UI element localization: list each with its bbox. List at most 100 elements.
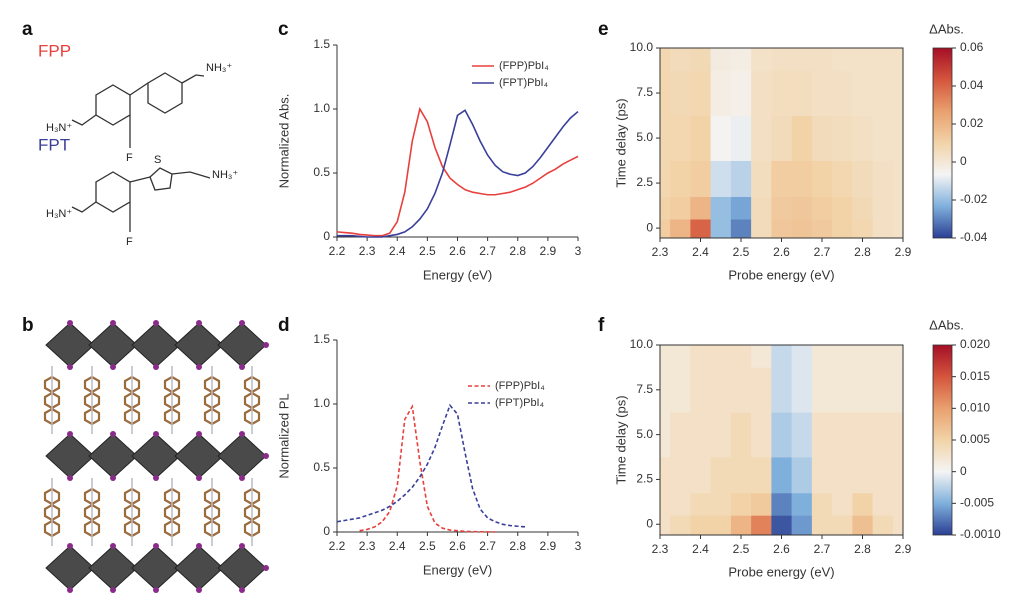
heatmap-cell <box>660 115 671 161</box>
y-axis-label: Time delay (ps) <box>613 98 628 187</box>
heatmap-cell <box>710 457 732 494</box>
panel-label: c <box>278 19 289 40</box>
x-tick-label: 3 <box>575 539 582 553</box>
heatmap-cell <box>832 196 853 220</box>
data-line <box>336 403 526 528</box>
x-tick-label: 2.5 <box>733 542 750 556</box>
iodide <box>263 342 269 348</box>
octahedron <box>88 322 138 368</box>
octahedron <box>45 322 95 368</box>
iodide <box>153 475 159 481</box>
iodide <box>239 320 245 326</box>
heatmap-cell <box>771 115 793 161</box>
iodide <box>67 587 73 593</box>
heatmap-cell <box>832 345 853 368</box>
colorbar-tick-label: 0.005 <box>960 432 990 446</box>
heatmap-cell <box>832 492 853 516</box>
heatmap-cell <box>730 160 752 197</box>
x-tick-label: 2.7 <box>814 542 831 556</box>
heatmap-cell <box>892 492 904 516</box>
x-tick-label: 2.9 <box>540 244 557 258</box>
heatmap-cell <box>771 367 793 413</box>
legend-label: (FPP)PbI₄ <box>495 380 545 392</box>
y-tick-label: 0 <box>323 229 330 243</box>
x-tick-label: 2.6 <box>449 539 466 553</box>
heatmap-cell <box>872 345 894 368</box>
heatmap-cell <box>811 345 833 368</box>
heatmap-cell <box>832 367 853 413</box>
heatmap-cell <box>872 48 894 71</box>
atom-label: NH₃⁺ <box>206 62 232 74</box>
octahedron <box>88 545 138 591</box>
heatmap-cell <box>730 115 752 161</box>
y-tick-label: 0.5 <box>313 460 330 474</box>
heatmap-cell <box>852 48 874 71</box>
y-tick-label: 2.5 <box>636 175 653 189</box>
heatmap-cell <box>872 219 894 239</box>
heatmap-cell <box>852 115 874 161</box>
iodide <box>153 543 159 549</box>
iodide <box>153 587 159 593</box>
y-tick-label: 10.0 <box>630 40 654 54</box>
heatmap-cell <box>660 70 671 116</box>
heatmap-cell <box>690 219 712 239</box>
x-tick-label: 2.7 <box>479 244 496 258</box>
heatmap-cell <box>751 48 772 71</box>
heatmap-cell <box>710 367 732 413</box>
heatmap-cell <box>751 412 772 458</box>
x-tick-label: 2.5 <box>419 244 436 258</box>
heatmap-cell <box>710 196 732 220</box>
heatmap-cell <box>791 345 813 368</box>
heatmap-cell <box>771 412 793 458</box>
y-tick-label: 2.5 <box>636 472 653 486</box>
colorbar-tick-label: -0.04 <box>960 230 988 244</box>
iodide <box>263 453 269 459</box>
heatmap-cell <box>832 48 853 71</box>
heatmap-cell <box>791 515 813 536</box>
heatmap-cell <box>710 115 732 161</box>
heatmap-cell <box>771 345 793 368</box>
heatmap-cell <box>751 367 772 413</box>
y-tick-label: 0.5 <box>313 165 330 179</box>
colorbar-tick-label: 0 <box>960 464 967 478</box>
iodide <box>239 543 245 549</box>
heatmap-cell <box>660 492 671 516</box>
x-tick-label: 2.5 <box>733 245 750 259</box>
heatmap-cell <box>751 345 772 368</box>
heatmap-cell <box>872 70 894 116</box>
x-tick-label: 2.9 <box>895 542 912 556</box>
x-tick-label: 2.3 <box>359 539 376 553</box>
y-tick-label: 1.0 <box>313 101 330 115</box>
iodide <box>263 565 269 571</box>
y-axis-label: Normalized PL <box>276 393 291 478</box>
molecule-name: FPP <box>38 41 71 60</box>
heatmap-cell <box>730 219 752 239</box>
data-line <box>336 106 579 237</box>
heatmap-cell <box>690 457 712 494</box>
heatmap-cell <box>892 412 904 458</box>
colorbar-tick-label: 0.020 <box>960 337 990 351</box>
heatmap-cell <box>690 345 712 368</box>
heatmap-cell <box>872 160 894 197</box>
iodide <box>67 475 73 481</box>
heatmap-cell <box>811 457 833 494</box>
x-tick-label: 2.8 <box>509 244 526 258</box>
heatmap-cell <box>852 412 874 458</box>
heatmap-cell <box>791 492 813 516</box>
heatmap-cell <box>660 196 671 220</box>
heatmap-cell <box>730 412 752 458</box>
x-tick-label: 3 <box>575 244 582 258</box>
colorbar-tick-label: -0.0010 <box>960 527 1001 541</box>
heatmap-cell <box>670 115 691 161</box>
x-tick-label: 2.4 <box>692 245 709 259</box>
heatmap-cell <box>791 70 813 116</box>
iodide <box>110 587 116 593</box>
heatmap-cell <box>892 345 904 368</box>
x-axis-label: Energy (eV) <box>423 562 492 577</box>
y-tick-label: 7.5 <box>636 85 653 99</box>
colorbar-tick-label: -0.02 <box>960 192 988 206</box>
heatmap-cell <box>852 70 874 116</box>
iodide <box>110 364 116 370</box>
heatmap-cell <box>710 345 732 368</box>
heatmap-cell <box>730 492 752 516</box>
